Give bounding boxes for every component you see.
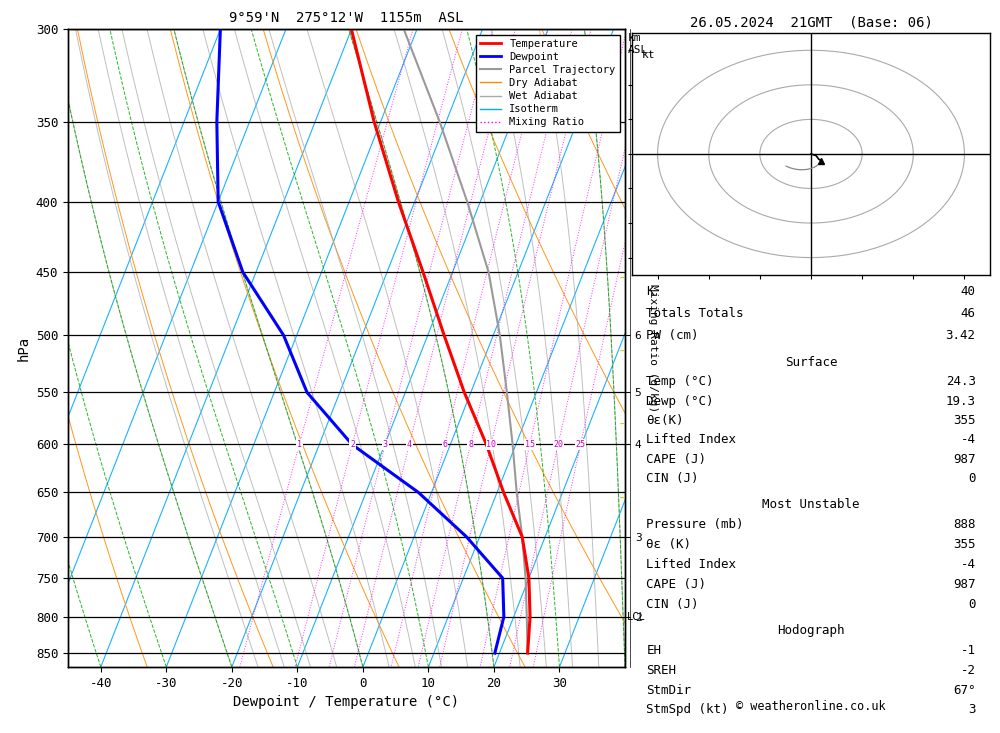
- Text: 0: 0: [968, 598, 976, 611]
- Text: -: -: [618, 345, 626, 359]
- Text: StmDir: StmDir: [646, 684, 691, 696]
- Y-axis label: hPa: hPa: [16, 336, 30, 361]
- Text: -: -: [618, 491, 626, 506]
- Text: Lifted Index: Lifted Index: [646, 433, 736, 446]
- Text: 67°: 67°: [953, 684, 976, 696]
- Text: 26.05.2024  21GMT  (Base: 06): 26.05.2024 21GMT (Base: 06): [690, 15, 932, 29]
- Text: Temp (°C): Temp (°C): [646, 375, 714, 388]
- Text: 2: 2: [350, 440, 355, 449]
- Text: Dewp (°C): Dewp (°C): [646, 394, 714, 408]
- Text: 3: 3: [383, 440, 388, 449]
- Text: θε(K): θε(K): [646, 414, 684, 427]
- Text: 19.3: 19.3: [946, 394, 976, 408]
- Text: CAPE (J): CAPE (J): [646, 452, 706, 465]
- Text: 3: 3: [968, 704, 976, 716]
- Text: 0: 0: [968, 472, 976, 485]
- Text: 46: 46: [961, 307, 976, 320]
- Text: Hodograph: Hodograph: [777, 625, 845, 637]
- Text: -: -: [618, 418, 626, 432]
- Text: θε (K): θε (K): [646, 538, 691, 551]
- Text: -2: -2: [961, 664, 976, 677]
- Text: Totals Totals: Totals Totals: [646, 307, 744, 320]
- Text: 4: 4: [407, 440, 412, 449]
- Text: 3.42: 3.42: [946, 329, 976, 342]
- Title: 9°59'N  275°12'W  1155m  ASL: 9°59'N 275°12'W 1155m ASL: [229, 12, 464, 26]
- Text: 888: 888: [953, 517, 976, 531]
- Text: 24.3: 24.3: [946, 375, 976, 388]
- Text: 987: 987: [953, 452, 976, 465]
- Text: EH: EH: [646, 644, 661, 657]
- Text: -: -: [618, 271, 626, 286]
- Text: -4: -4: [961, 433, 976, 446]
- Text: StmSpd (kt): StmSpd (kt): [646, 704, 729, 716]
- Text: 355: 355: [953, 538, 976, 551]
- Text: CIN (J): CIN (J): [646, 598, 699, 611]
- Text: Pressure (mb): Pressure (mb): [646, 517, 744, 531]
- Text: 987: 987: [953, 578, 976, 592]
- Text: LCL: LCL: [627, 612, 646, 622]
- Text: Surface: Surface: [785, 356, 837, 369]
- Text: CIN (J): CIN (J): [646, 472, 699, 485]
- X-axis label: Dewpoint / Temperature (°C): Dewpoint / Temperature (°C): [233, 696, 460, 710]
- Y-axis label: Mixing Ratio (g/kg): Mixing Ratio (g/kg): [648, 284, 658, 412]
- Text: © weatheronline.co.uk: © weatheronline.co.uk: [736, 700, 886, 713]
- Text: 1: 1: [297, 440, 302, 449]
- Legend: Temperature, Dewpoint, Parcel Trajectory, Dry Adiabat, Wet Adiabat, Isotherm, Mi: Temperature, Dewpoint, Parcel Trajectory…: [476, 34, 620, 132]
- Text: -1: -1: [961, 644, 976, 657]
- Text: 40: 40: [961, 285, 976, 298]
- Text: 6: 6: [442, 440, 447, 449]
- Text: Lifted Index: Lifted Index: [646, 558, 736, 571]
- Text: 355: 355: [953, 414, 976, 427]
- Text: Most Unstable: Most Unstable: [762, 498, 860, 511]
- Text: PW (cm): PW (cm): [646, 329, 699, 342]
- Text: CAPE (J): CAPE (J): [646, 578, 706, 592]
- Text: SREH: SREH: [646, 664, 676, 677]
- Text: kt: kt: [642, 51, 656, 60]
- Text: 10: 10: [486, 440, 496, 449]
- Text: 20: 20: [553, 440, 563, 449]
- Text: K: K: [646, 285, 654, 298]
- Text: km
ASL: km ASL: [628, 33, 648, 54]
- Text: -4: -4: [961, 558, 976, 571]
- Text: 8: 8: [468, 440, 473, 449]
- Text: 15: 15: [525, 440, 535, 449]
- Text: 25: 25: [576, 440, 586, 449]
